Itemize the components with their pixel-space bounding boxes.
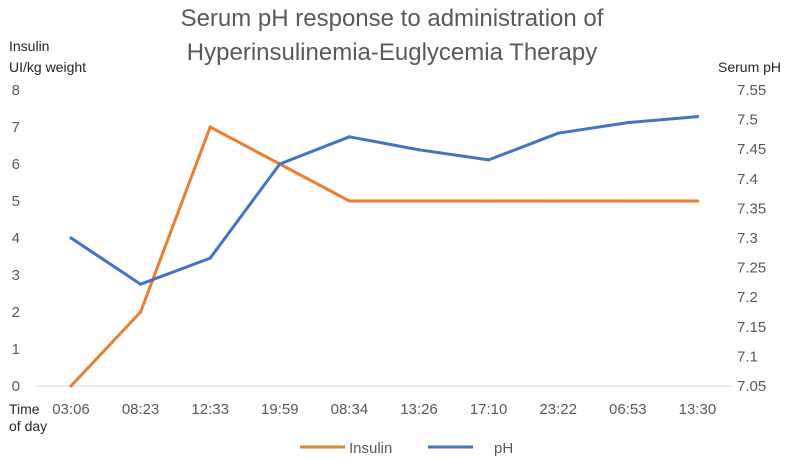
- y-right-tick-label: 7.45: [737, 141, 766, 158]
- y-left-tick-label: 7: [12, 119, 20, 136]
- y-right-tick-labels: 7.05 7.1 7.15 7.2 7.25 7.3 7.35 7.4 7.45 7.5 7.55: [737, 82, 766, 395]
- y-left-tick-labels: 0 1 2 3 4 5 6 7 8: [12, 82, 20, 395]
- y-right-axis-title: Serum pH: [718, 59, 781, 75]
- x-tick-label: 17:10: [470, 401, 508, 418]
- data-point-insulin: [556, 199, 560, 203]
- chart-title-line1: Serum pH response to administration of: [181, 5, 604, 32]
- x-tick-label: 06:53: [609, 401, 647, 418]
- series-line-ph: [69, 115, 699, 286]
- x-axis-title-line2: of day: [9, 418, 47, 434]
- series-line-insulin: [69, 125, 699, 388]
- x-tick-label: 13:26: [400, 401, 438, 418]
- x-tick-label: 08:34: [331, 401, 369, 418]
- y-left-axis-title-line2: UI/kg weight: [9, 59, 86, 75]
- series-layer: [69, 115, 700, 388]
- data-point-ph: [626, 120, 630, 125]
- y-right-tick-label: 7.1: [737, 348, 758, 365]
- data-point-ph: [208, 256, 212, 260]
- x-tick-label: 08:23: [122, 401, 160, 418]
- legend-insulin-label: Insulin: [349, 440, 392, 457]
- legend-ph-label: pH: [494, 440, 513, 457]
- data-point-ph: [417, 148, 421, 152]
- y-right-tick-label: 7.2: [737, 289, 758, 306]
- y-left-tick-label: 3: [12, 267, 20, 284]
- x-tick-label: 03:06: [52, 401, 90, 418]
- data-point-ph: [278, 162, 282, 166]
- y-right-tick-label: 7.4: [737, 171, 758, 188]
- y-right-tick-label: 7.15: [737, 319, 766, 336]
- x-tick-label: 19:59: [261, 401, 299, 418]
- y-left-tick-label: 1: [12, 341, 20, 358]
- data-point-ph: [347, 135, 351, 139]
- data-point-ph: [556, 131, 560, 135]
- x-tick-label: 23:22: [539, 401, 577, 418]
- y-right-tick-label: 7.55: [737, 82, 766, 99]
- data-point-insulin: [347, 199, 351, 203]
- y-left-tick-label: 4: [12, 230, 20, 247]
- y-right-tick-label: 7.25: [737, 260, 766, 277]
- data-point-ph: [69, 236, 73, 240]
- data-point-insulin: [417, 199, 421, 203]
- y-right-tick-label: 7.35: [737, 200, 766, 217]
- data-point-insulin: [139, 310, 143, 314]
- data-point-insulin: [487, 199, 491, 203]
- chart-title-line2: Hyperinsulinemia-Euglycemia Therapy: [187, 39, 597, 66]
- data-point-ph: [487, 158, 491, 162]
- y-left-axis-title-line1: Insulin: [9, 38, 49, 54]
- data-point-ph: [695, 115, 700, 119]
- y-left-tick-label: 8: [12, 82, 20, 99]
- data-point-insulin: [695, 199, 700, 203]
- y-left-tick-label: 2: [12, 304, 20, 321]
- y-right-tick-label: 7.5: [737, 112, 758, 129]
- data-point-ph: [139, 282, 143, 286]
- y-left-tick-label: 5: [12, 193, 20, 210]
- x-tick-labels: 03:06 08:23 12:33 19:59 08:34 13:26 17:10 23:22…: [52, 401, 716, 418]
- legend: Insulin pH: [300, 440, 513, 457]
- x-tick-label: 13:30: [679, 401, 717, 418]
- x-axis-title-line1: Time: [9, 401, 40, 417]
- data-point-insulin: [626, 199, 630, 203]
- y-left-tick-label: 0: [12, 378, 20, 395]
- x-tick-label: 12:33: [191, 401, 229, 418]
- data-point-insulin: [69, 384, 73, 388]
- y-left-tick-label: 6: [12, 156, 20, 173]
- y-right-tick-label: 7.3: [737, 230, 758, 247]
- y-right-tick-label: 7.05: [737, 378, 766, 395]
- data-point-insulin: [208, 125, 212, 129]
